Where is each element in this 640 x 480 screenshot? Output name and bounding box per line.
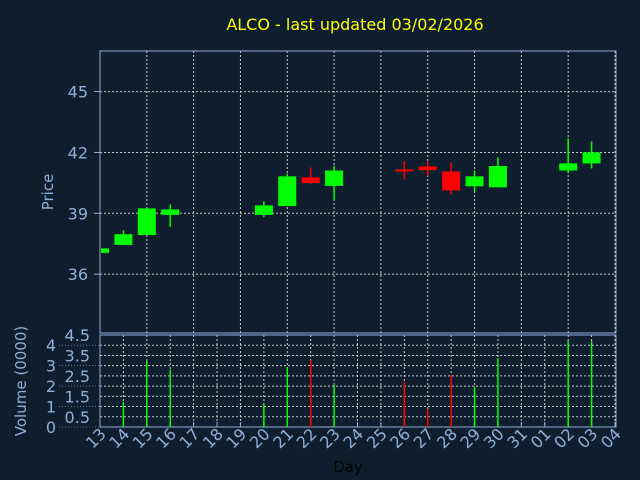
volume-tick-label: 3 xyxy=(46,357,56,376)
candle-body xyxy=(114,234,133,245)
volume-tick-label: 0 xyxy=(46,418,56,437)
candle-body xyxy=(465,176,484,187)
candle-body xyxy=(488,166,507,188)
volume-tick-label: 1.5 xyxy=(65,387,90,406)
volume-tick-label: 3.5 xyxy=(65,346,90,365)
volume-axis-label: Volume (0000) xyxy=(12,326,30,436)
price-tick-label: 42 xyxy=(68,143,88,162)
volume-tick-label: 2.5 xyxy=(65,367,90,386)
price-panel-frame xyxy=(99,50,617,334)
candle-body xyxy=(101,248,109,253)
candle-body xyxy=(301,177,320,184)
candle-body xyxy=(137,208,156,236)
chart-title: ALCO - last updated 03/02/2026 xyxy=(226,15,483,34)
price-tick-label: 39 xyxy=(68,204,88,223)
volume-tick-label: 2 xyxy=(46,377,56,396)
candles xyxy=(101,138,601,253)
price-axis-label: Price xyxy=(39,174,57,211)
candle-body xyxy=(442,171,461,191)
candle-body xyxy=(418,166,437,171)
candle-body xyxy=(325,170,344,186)
candle-body xyxy=(395,169,414,172)
candle-body xyxy=(161,209,180,215)
volume-tick-label: 4.5 xyxy=(65,326,90,345)
candle-body xyxy=(582,152,601,164)
candle-body xyxy=(278,176,297,206)
candle-body xyxy=(559,163,578,171)
volume-tick-label: 1 xyxy=(46,398,56,417)
candle-body xyxy=(254,205,273,215)
price-tick-label: 36 xyxy=(68,265,88,284)
volume-tick-label: 4 xyxy=(46,336,56,355)
x-tick-label: 04 xyxy=(597,424,625,452)
volume-tick-label: 0.5 xyxy=(65,408,90,427)
price-tick-label: 45 xyxy=(68,83,88,102)
x-axis-label: Day xyxy=(333,458,363,476)
